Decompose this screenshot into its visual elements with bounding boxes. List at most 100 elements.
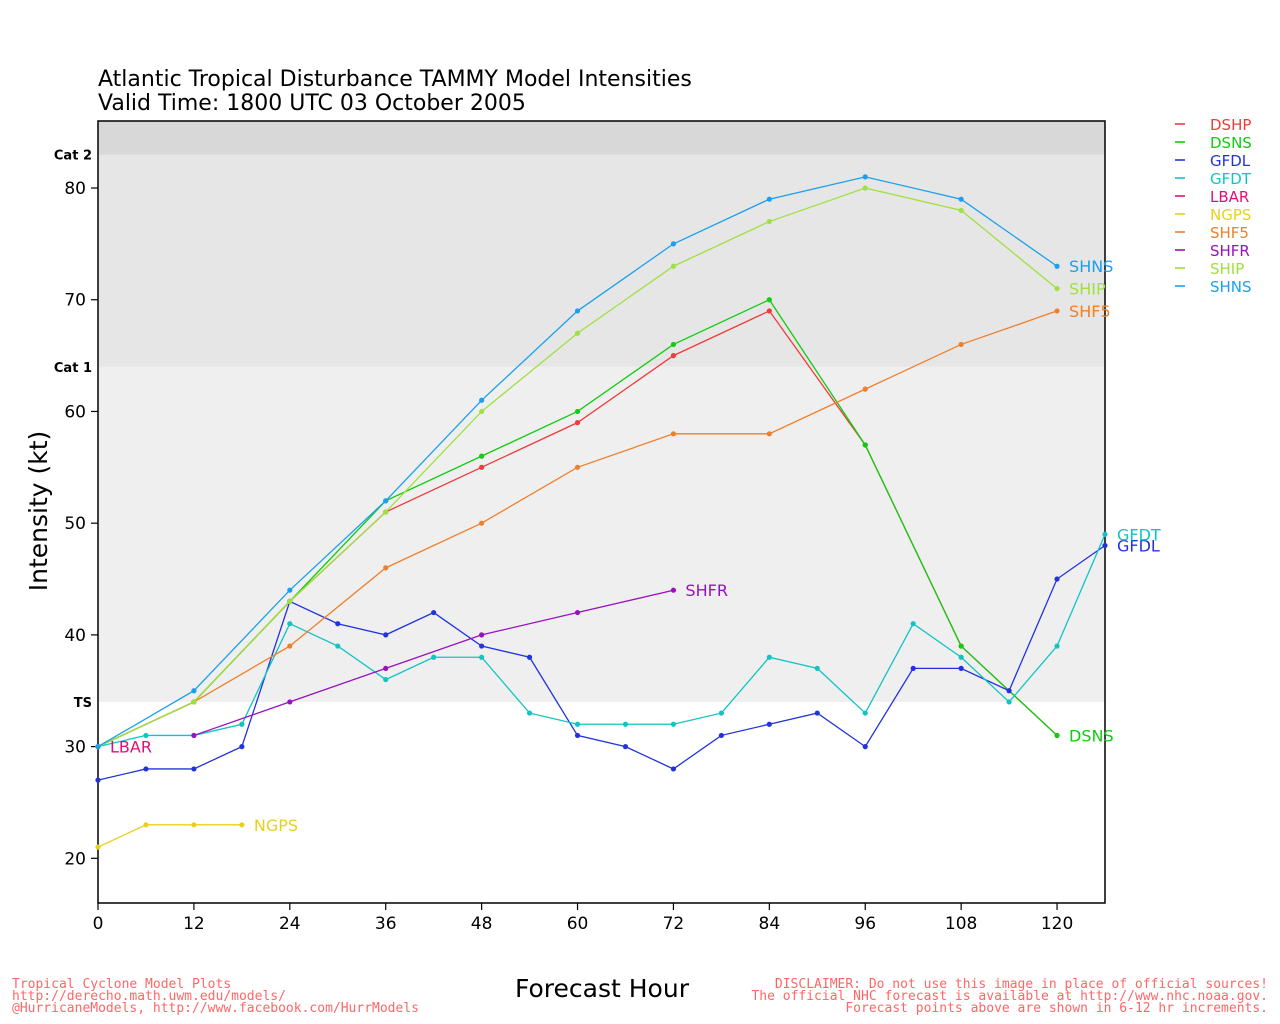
data-point-gfdt [1054,643,1060,649]
series-shfr [191,587,677,739]
data-point-shf5 [479,520,485,526]
x-tick-label: 0 [93,914,104,934]
series-layer [95,174,1108,850]
axes: 0 12 24 36 48 60 72 84 96 108 120 20 30 40 50 60 70 80 [64,120,1106,934]
data-point-gfdl [622,744,629,750]
footer-left: Tropical Cyclone Model Plots http://dere… [12,977,419,1016]
data-point-ngps [95,844,101,850]
footer-left-line-2: http://derecho.math.uwm.edu/models/ [12,989,286,1004]
series-gfdt [95,531,1108,750]
data-point-gfdl [766,721,772,727]
data-point-gfdt [958,654,964,660]
footer-disclaimer-line-1: DISCLAIMER: Do not use this image in pla… [775,977,1268,992]
data-point-dsns [670,341,677,348]
data-point-ship [958,207,964,213]
legend-item-gfdl: GFDL [1175,152,1251,170]
data-point-gfdt [1102,531,1108,537]
data-point-ship [479,408,485,415]
legend-item-gfdt: GFDT [1175,170,1252,188]
data-point-shf5 [1054,308,1060,314]
data-point-gfdl [718,732,724,739]
legend-label-ship: SHIP [1210,260,1244,278]
legend-item-shf5: SHF5 [1175,224,1249,242]
data-point-gfdt [143,732,149,739]
data-point-gfdt [574,721,581,727]
series-ngps [95,822,245,850]
legend-label-ngps: NGPS [1210,206,1251,224]
data-point-ngps [239,822,245,828]
legend-label-shns: SHNS [1210,278,1252,296]
series-line-shfr [193,589,674,737]
data-point-gfdt [1006,699,1012,705]
data-point-shf5 [958,341,964,348]
series-ship [95,185,1060,750]
data-point-gfdl [335,621,341,627]
data-point-ship [574,330,581,336]
x-tick-label: 108 [945,914,977,934]
data-point-ship [862,185,868,191]
band-ts [98,366,1105,702]
band-cat-2 [98,121,1105,155]
legend-item-shfr: SHFR [1175,242,1250,260]
footer-left-line-1: Tropical Cyclone Model Plots [12,977,231,992]
data-point-ship [191,699,197,705]
data-point-gfdl [479,643,485,649]
data-point-gfdl [526,654,533,660]
footer-disclaimer-line-2: The official NHC forecast is available a… [751,989,1268,1004]
data-point-gfdt [718,710,724,716]
end-label-gfdt: GFDT [1117,525,1161,544]
data-point-gfdt [526,710,533,716]
legend-label-dsns: DSNS [1210,134,1252,152]
data-point-shf5 [862,386,868,392]
y-tick-label: 50 [64,514,86,534]
series-line-ngps [97,824,242,848]
band-label-cat-2: Cat 2 [54,149,92,164]
data-point-gfdl [239,744,245,750]
data-point-gfdt [910,621,916,627]
data-point-gfdl [958,665,964,672]
x-tick-label: 120 [1041,914,1073,934]
data-point-gfdl [670,766,677,772]
legend-label-gfdt: GFDT [1210,170,1252,188]
data-point-shfr [574,609,581,616]
data-point-gfdl [383,632,389,638]
data-point-shf5 [670,431,677,437]
legend-label-lbar: LBAR [1210,188,1249,206]
data-point-dshp [479,464,485,470]
data-point-gfdt [766,654,772,660]
data-point-gfdt [431,654,437,660]
data-point-dsns [479,453,485,459]
y-tick-label: 70 [64,291,86,311]
band-cat-1 [98,154,1105,367]
data-point-gfdt [479,654,485,660]
data-point-gfdt [383,676,389,683]
y-tick-label: 60 [64,402,86,422]
legend-item-dshp: DSHP [1175,116,1251,134]
data-point-shfr [191,732,197,739]
data-point-ngps [143,822,149,828]
data-point-gfdt [287,621,293,627]
band-label-ts: TS [74,696,92,711]
end-label-ngps: NGPS [254,816,298,835]
legend-item-shns: SHNS [1175,278,1252,296]
data-point-shns [1054,263,1060,269]
data-point-ship [383,509,389,515]
end-label-shfr: SHFR [685,581,728,600]
x-tick-label: 24 [279,914,301,934]
x-tick-label: 96 [854,914,876,934]
footer-right: DISCLAIMER: Do not use this image in pla… [751,977,1268,1016]
end-label-shf5: SHF5 [1069,302,1111,321]
legend-item-dsns: DSNS [1175,134,1252,152]
y-tick-label: 40 [64,626,86,646]
y-tick-label: 20 [64,849,86,869]
data-point-gfdl [574,732,581,739]
legend-label-shf5: SHF5 [1210,224,1249,242]
series-line-gfdt [97,534,1106,748]
data-point-shf5 [383,565,389,571]
data-point-shns [383,498,389,504]
data-point-dshp [574,420,581,426]
data-point-gfdl [910,665,916,672]
data-point-shfr [383,665,389,672]
band-label-cat-1: Cat 1 [54,361,92,376]
